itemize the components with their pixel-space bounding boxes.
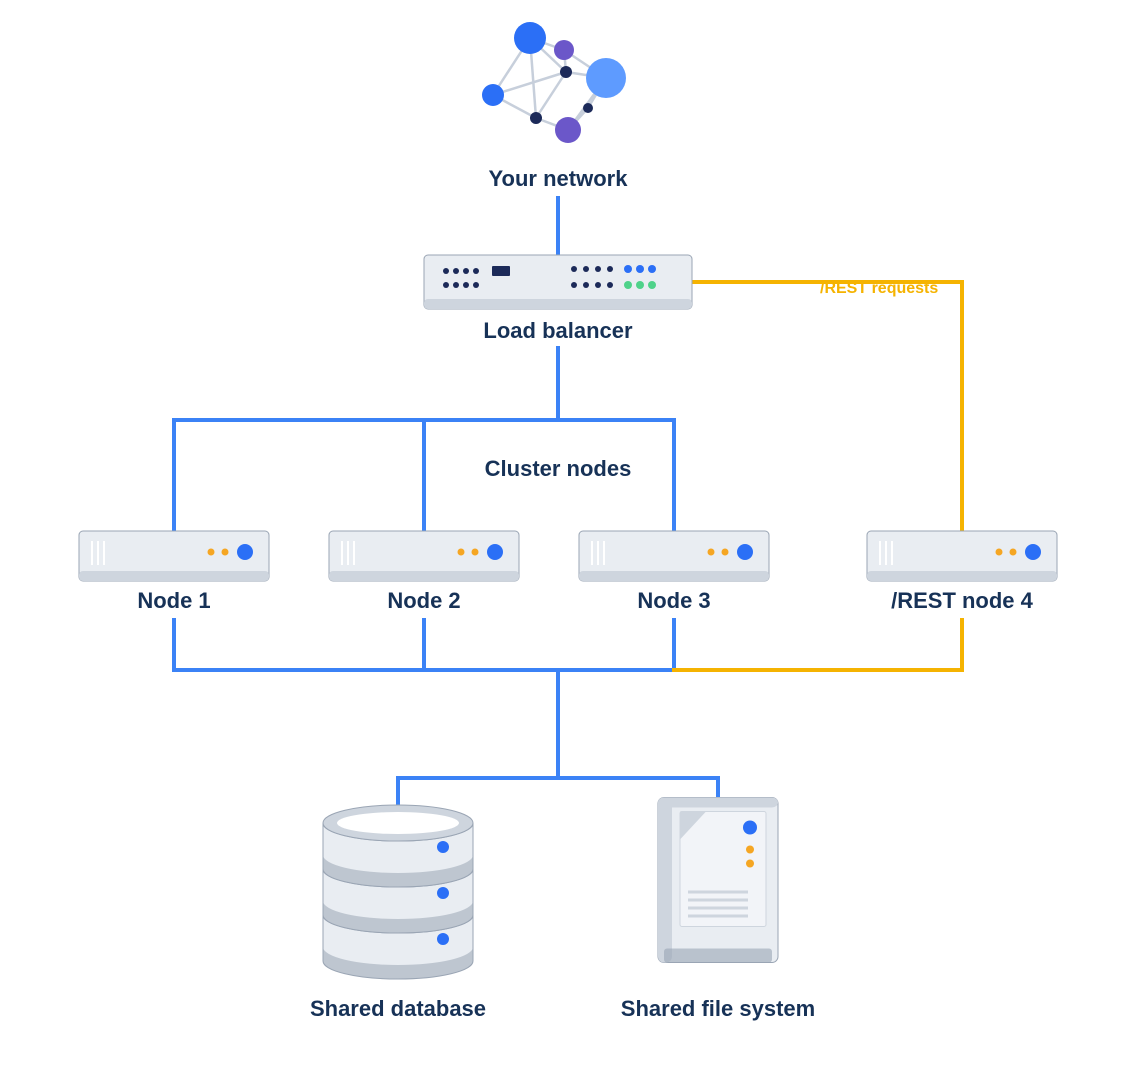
node3-label: Node 3 xyxy=(574,588,774,614)
shared-db-label: Shared database xyxy=(258,996,538,1022)
load-balancer-icon xyxy=(424,255,692,309)
diagram-svg xyxy=(0,0,1144,1076)
node4-icon xyxy=(867,531,1057,581)
shared-database-icon xyxy=(323,805,473,979)
node1-label: Node 1 xyxy=(74,588,274,614)
node2-icon xyxy=(329,531,519,581)
shared-filesystem-icon xyxy=(658,798,778,963)
shared-fs-label: Shared file system xyxy=(578,996,858,1022)
node2-label: Node 2 xyxy=(324,588,524,614)
node3-icon xyxy=(579,531,769,581)
load-balancer-label: Load balancer xyxy=(408,318,708,344)
cluster-label: Cluster nodes xyxy=(408,456,708,482)
rest-requests-label: /REST requests xyxy=(820,280,938,298)
network-label: Your network xyxy=(408,166,708,192)
node4-label: /REST node 4 xyxy=(842,588,1082,614)
node1-icon xyxy=(79,531,269,581)
diagram-stage: Your network Load balancer Cluster nodes… xyxy=(0,0,1144,1076)
network-icon xyxy=(482,22,626,143)
